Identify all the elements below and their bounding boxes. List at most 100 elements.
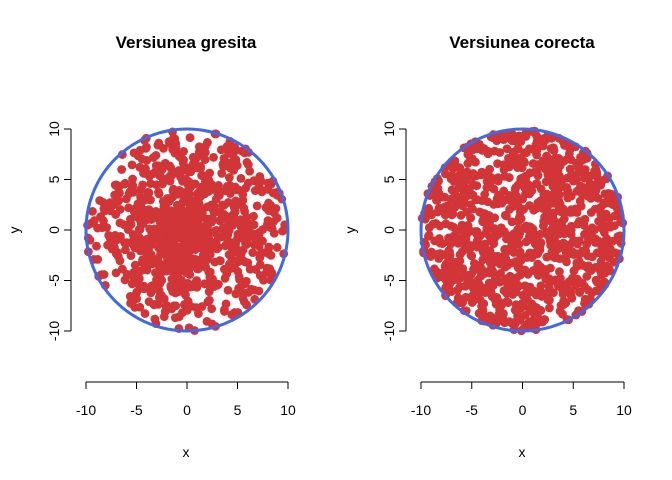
y-tick-label: -10 xyxy=(46,321,62,341)
data-point xyxy=(547,224,557,234)
y-axis: -10 -5 0 5 10 xyxy=(46,121,72,341)
data-point xyxy=(466,213,476,223)
data-point xyxy=(231,185,241,195)
data-point xyxy=(536,184,546,194)
data-point xyxy=(460,234,470,243)
data-point xyxy=(493,159,502,169)
data-point xyxy=(92,241,101,251)
data-point xyxy=(590,171,600,180)
y-tick-label: -10 xyxy=(381,321,397,341)
data-point xyxy=(193,264,203,274)
data-point xyxy=(478,217,488,226)
data-point xyxy=(235,275,245,285)
data-point xyxy=(146,215,156,224)
data-point xyxy=(603,245,613,255)
data-point xyxy=(539,221,548,231)
data-point xyxy=(465,157,474,166)
data-point xyxy=(479,248,489,258)
y-tick-label: 5 xyxy=(381,175,397,183)
x-axis-label: x xyxy=(183,444,190,460)
data-point xyxy=(164,194,174,203)
data-point xyxy=(466,251,476,260)
data-point xyxy=(156,269,166,278)
data-point xyxy=(194,309,203,318)
data-point xyxy=(553,281,563,291)
data-point xyxy=(494,190,503,200)
data-point xyxy=(463,190,473,200)
data-point xyxy=(555,267,564,277)
data-point xyxy=(500,172,510,181)
data-point xyxy=(556,203,566,213)
data-point xyxy=(154,261,164,270)
data-point xyxy=(496,269,505,278)
data-point xyxy=(529,286,539,296)
data-point xyxy=(272,213,282,223)
data-point xyxy=(110,180,120,190)
data-point xyxy=(212,280,222,289)
data-point xyxy=(509,150,518,160)
data-point xyxy=(593,193,603,203)
data-point xyxy=(485,232,495,242)
data-point xyxy=(533,171,543,181)
data-point xyxy=(508,244,518,254)
data-point xyxy=(548,192,557,202)
data-point xyxy=(551,166,561,175)
data-point xyxy=(521,171,530,181)
data-point xyxy=(155,168,165,177)
data-point xyxy=(88,206,97,216)
data-point xyxy=(442,251,452,260)
data-point xyxy=(482,183,492,192)
data-point xyxy=(185,282,195,292)
x-tick-label: -5 xyxy=(466,402,479,418)
data-point xyxy=(111,268,121,278)
data-point xyxy=(589,186,599,196)
data-point xyxy=(526,234,535,244)
data-point xyxy=(494,225,504,235)
data-point xyxy=(516,155,526,165)
data-point xyxy=(556,274,565,283)
data-point xyxy=(233,229,243,239)
data-point xyxy=(447,287,456,296)
plot-title: Versiunea gresita xyxy=(116,33,257,52)
data-point xyxy=(252,201,262,211)
data-point xyxy=(569,236,579,245)
data-point xyxy=(613,232,623,241)
data-point xyxy=(555,306,565,316)
boundary-circle xyxy=(419,127,626,333)
scatter-points xyxy=(417,126,628,336)
data-point xyxy=(472,242,482,252)
data-point xyxy=(139,284,149,294)
data-point xyxy=(158,177,168,187)
data-point xyxy=(204,267,214,277)
data-point xyxy=(266,206,276,216)
x-axis-label: x xyxy=(519,444,526,460)
data-point xyxy=(521,132,531,141)
data-point xyxy=(272,243,282,252)
data-point xyxy=(143,187,153,197)
data-point xyxy=(177,230,187,240)
data-point xyxy=(504,191,514,200)
data-point xyxy=(525,317,535,327)
data-point xyxy=(242,300,252,310)
data-point xyxy=(148,153,158,162)
data-point xyxy=(134,224,144,234)
data-point xyxy=(224,173,234,182)
data-point xyxy=(480,190,490,199)
data-point xyxy=(129,207,139,217)
y-tick-label: -5 xyxy=(46,274,62,287)
data-point xyxy=(232,256,242,265)
data-point xyxy=(142,234,152,244)
boundary-circle xyxy=(84,127,290,333)
data-point xyxy=(121,194,131,204)
data-point xyxy=(541,177,551,187)
data-point xyxy=(448,195,457,205)
data-point xyxy=(150,314,160,324)
data-point xyxy=(200,148,210,157)
data-point xyxy=(222,235,232,244)
data-point xyxy=(469,295,479,305)
data-point xyxy=(528,266,538,275)
data-point xyxy=(161,302,171,312)
data-point xyxy=(200,279,209,289)
data-point xyxy=(120,238,129,248)
